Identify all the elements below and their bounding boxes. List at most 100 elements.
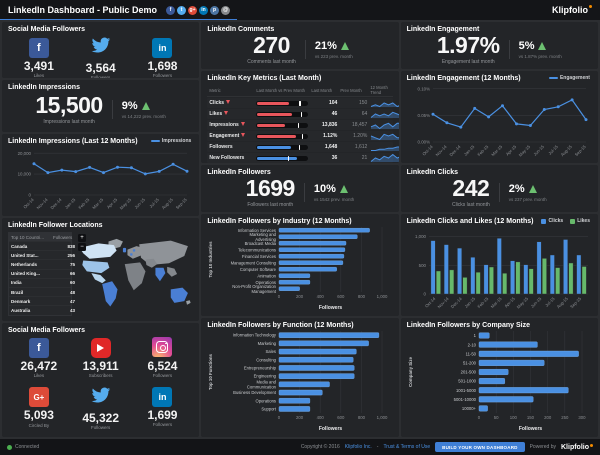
panel-follower-locations: LinkedIn Follower Locations Top 10 Count… [2,218,200,321]
twitter-count-label: Followers [91,75,111,78]
legend-clicks-icon [541,218,547,224]
facebook-icon: f [28,337,49,358]
bullet-bar [256,111,309,117]
table-row: Netherlands 75 [9,259,75,269]
svg-text:0: 0 [278,294,281,299]
table-row: Canada 838 [9,241,75,251]
svg-text:800: 800 [358,294,366,299]
industry-bar-chart: 0 200 400 600 800 1,000 Information Servi… [207,225,392,312]
klipfolio-inc-link[interactable]: Klipfolio Inc. [344,444,372,450]
svg-text:Management: Management [252,289,277,294]
down-arrow-icon [241,133,246,137]
linkedin-share-icon[interactable]: in [199,5,209,15]
terms-link[interactable]: Trust & Terms of Use [383,444,431,450]
panel-title: LinkedIn Clicks [406,169,459,176]
key-metrics-table: Metric Last Month vs Prev Month Last Month… [207,84,399,163]
world-map-svg [79,238,191,307]
svg-text:200: 200 [296,294,304,299]
svg-text:Jul-15: Jul-15 [547,144,559,156]
svg-text:Aug-15: Aug-15 [161,197,175,211]
svg-text:1001-5000: 1001-5000 [456,388,477,393]
panel-title: LinkedIn Key Metrics (Last Month) [207,75,322,82]
engagement-label: Engagement last month [441,58,495,65]
social-stat-instagram: 6,524 Followers [132,335,194,380]
table-row: India 60 [9,277,75,287]
panel-title: Social Media Followers [8,327,86,334]
clicks-likes-bar-chart: 0 500 1,000 Oct-14 Nov-14 Dec-14 Jan-15 Feb-1… [407,225,592,312]
twitter-share-icon[interactable]: t [177,5,187,15]
bullet-bar [256,155,309,161]
connection-status: Connected [15,444,40,450]
svg-text:Computer Software: Computer Software [240,267,277,272]
svg-text:400: 400 [317,415,325,420]
comments-label: Comments last month [247,58,296,65]
email-share-icon[interactable]: @ [221,5,231,15]
pinterest-share-icon[interactable]: p [210,5,220,15]
chart-legend: Engagement [548,75,590,81]
last-month-value: 36 [331,155,338,161]
table-row: United King... 66 [9,268,75,278]
svg-text:Sep-15: Sep-15 [569,296,583,310]
svg-text:Mar-15: Mar-15 [489,296,502,309]
social-stats-grid: f 26,472 Likes 13,911 Subscribers 6,524 … [8,334,193,433]
panel-title: LinkedIn Followers [207,169,271,176]
engagement-delta-note: vs 1.87% prev. month [518,53,562,59]
googleplus-count-label: Circled By [28,422,50,428]
clicks-delta-note: vs 237 prev. month [508,196,547,202]
svg-text:Apr-15: Apr-15 [504,144,517,157]
panel-social-media-followers-top: Social Media Followers f 3,491 Likes 3,5… [2,22,200,78]
last-month-value: 104 [328,100,338,106]
svg-text:Dec-14: Dec-14 [49,197,63,211]
instagram-count: 6,524 [147,359,178,374]
engagement-delta: 5% [518,39,535,52]
svg-text:1,000: 1,000 [377,415,388,420]
svg-text:Broadcast Media: Broadcast Media [245,241,277,246]
trend-sparkline [370,98,399,108]
panel-followers-by-function: LinkedIn Followers by Function (12 Month… [201,318,399,437]
youtube-count-label: Subscribers [88,372,113,378]
svg-text:Sales: Sales [266,349,276,354]
svg-text:Mar-15: Mar-15 [490,144,503,157]
social-stats-grid: f 3,491 Likes 3,564 Followers in 1,698 Fo… [8,33,193,78]
impressions-delta: 9% [121,100,138,112]
trend-sparkline [370,131,399,141]
key-metric-row: Impressions 13,836 18,457 [207,120,399,130]
googleplus-count: 5,093 [23,408,54,423]
twitter-count-label: Followers [91,424,111,430]
svg-text:Operations: Operations [256,398,276,403]
panel-linkedin-followers: LinkedIn Followers 1699 Followers last m… [201,165,399,212]
panel-key-metrics: LinkedIn Key Metrics (Last Month) Metric… [201,71,399,163]
dashboard-grid: Social Media Followers f 3,491 Likes 3,5… [0,20,600,439]
comments-delta: 21% [314,39,337,52]
column-right: LinkedIn Engagement 1.97% Engagement las… [400,22,598,437]
youtube-count: 13,911 [82,358,119,373]
social-stat-youtube: 13,911 Subscribers [70,336,132,380]
panel-title: LinkedIn Engagement (12 Months) [406,75,521,82]
svg-text:Information Technology: Information Technology [233,333,277,338]
svg-text:Oct-14: Oct-14 [424,296,437,309]
build-dashboard-button[interactable]: BUILD YOUR OWN DASHBOARD [435,442,525,452]
share-icons-group: f t g+ in p @ [166,5,231,15]
prev-month-value: 21 [361,155,368,161]
svg-text:Top 10 Functions: Top 10 Functions [208,353,213,390]
svg-text:Telecommunications: Telecommunications [238,247,276,252]
twitter-count: 3,564 [85,61,116,75]
facebook-icon: f [28,37,49,58]
prev-month-value: 64 [361,111,368,117]
svg-text:Sep-15: Sep-15 [175,197,189,211]
social-stat-facebook: f 3,491 Likes [8,36,70,79]
followers-delta: 10% [313,182,336,195]
map-zoom-out-button[interactable]: − [78,243,86,251]
down-arrow-icon [224,111,229,115]
googleplus-share-icon[interactable]: g+ [188,5,198,15]
column-left: Social Media Followers f 3,491 Likes 3,5… [2,22,200,437]
comments-delta-note: vs 223 prev. month [314,53,353,59]
svg-text:250: 250 [561,415,569,420]
facebook-share-icon[interactable]: f [166,5,176,15]
map-zoom-in-button[interactable]: + [78,234,86,242]
facebook-count: 26,472 [20,358,58,373]
separator: - [376,444,379,450]
active-tab-indicator [0,18,237,20]
panel-title: LinkedIn Follower Locations [8,222,103,229]
key-metric-row: Clicks 104 150 [207,98,399,108]
